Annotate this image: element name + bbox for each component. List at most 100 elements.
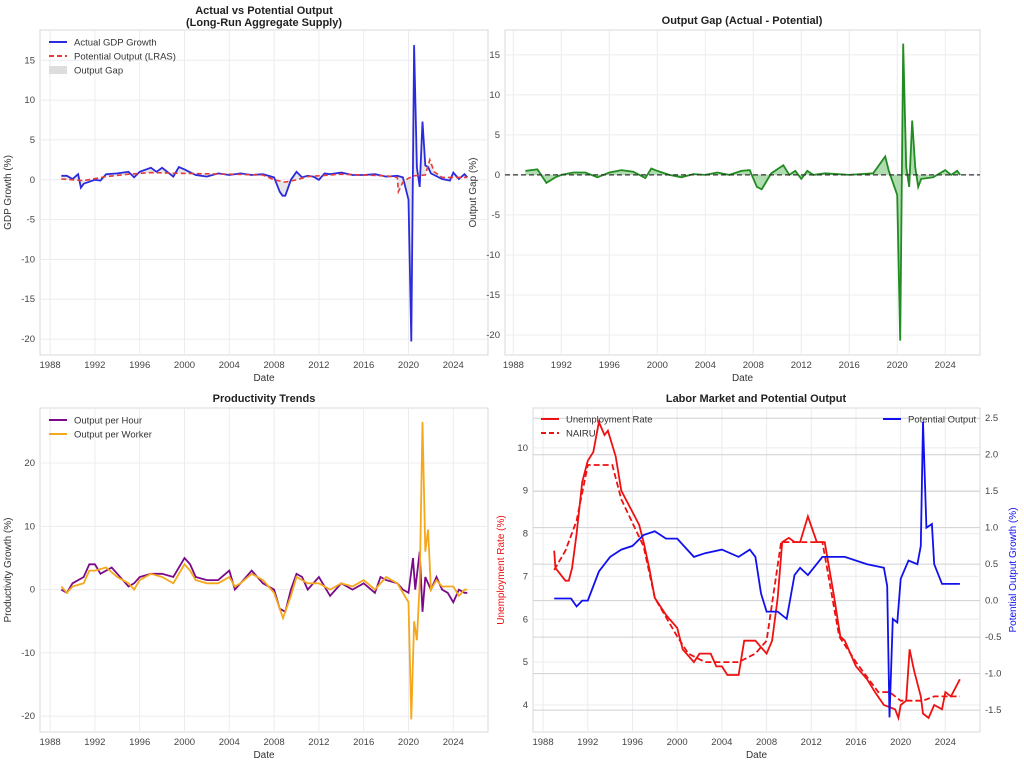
x-tick-label: 2004 bbox=[219, 360, 240, 371]
series-line-potential-output bbox=[554, 421, 960, 718]
y-tick-label: 5 bbox=[523, 657, 528, 668]
x-tick-label: 2016 bbox=[353, 360, 374, 371]
x-tick-label: 2000 bbox=[667, 737, 688, 748]
x-tick-label: 2012 bbox=[308, 737, 329, 748]
y-axis-label: Output Gap (%) bbox=[468, 157, 479, 227]
series-line-output-per-worker bbox=[60, 421, 468, 720]
x-tick-label: 2008 bbox=[756, 737, 777, 748]
x-tick-label: 2012 bbox=[801, 737, 822, 748]
legend-label: Output Gap bbox=[74, 66, 123, 77]
right-y-axis-label: Potential Output Growth (%) bbox=[1008, 507, 1019, 632]
right-y-tick-label: 2.0 bbox=[985, 450, 998, 461]
x-tick-label: 2020 bbox=[890, 737, 911, 748]
x-tick-label: 1988 bbox=[40, 360, 61, 371]
x-tick-label: 2004 bbox=[695, 360, 716, 371]
x-axis-label: Date bbox=[253, 750, 275, 761]
y-tick-label: 0 bbox=[495, 170, 500, 181]
legend-label: Potential Output bbox=[908, 415, 976, 426]
y-tick-label: -20 bbox=[486, 330, 500, 341]
series-line-unemployment-rate bbox=[553, 419, 961, 722]
y-tick-label: -10 bbox=[486, 250, 500, 261]
x-tick-label: 1992 bbox=[551, 360, 572, 371]
x-tick-label: 2012 bbox=[308, 360, 329, 371]
x-axis-label: Date bbox=[746, 750, 768, 761]
x-tick-label: 2020 bbox=[398, 360, 419, 371]
x-tick-label: 1996 bbox=[622, 737, 643, 748]
y-tick-label: 7 bbox=[523, 571, 528, 582]
legend-label: Potential Output (LRAS) bbox=[74, 52, 176, 63]
y-axis-label: Productivity Growth (%) bbox=[3, 517, 14, 622]
right-y-tick-label: -1.5 bbox=[985, 705, 1001, 716]
legend-swatch bbox=[49, 66, 67, 74]
x-tick-label: 2020 bbox=[398, 737, 419, 748]
x-tick-label: 2004 bbox=[219, 737, 240, 748]
series-line-nairu bbox=[553, 464, 960, 702]
right-y-tick-label: 2.5 bbox=[985, 413, 998, 424]
y-tick-label: 10 bbox=[489, 90, 500, 101]
right-y-tick-label: 0.5 bbox=[985, 559, 998, 570]
right-y-tick-label: 0.0 bbox=[985, 596, 998, 607]
y-tick-label: 0 bbox=[30, 175, 35, 186]
x-tick-label: 1996 bbox=[599, 360, 620, 371]
legend-label: Unemployment Rate bbox=[566, 415, 653, 426]
series-line-output-gap bbox=[525, 43, 961, 341]
y-tick-label: 10 bbox=[517, 443, 528, 454]
x-tick-label: 2004 bbox=[711, 737, 732, 748]
legend-label: NAIRU bbox=[566, 429, 596, 440]
y-axis-label: Unemployment Rate (%) bbox=[496, 515, 507, 624]
x-tick-label: 2016 bbox=[353, 737, 374, 748]
y-tick-label: -10 bbox=[21, 254, 35, 265]
x-tick-label: 2000 bbox=[174, 360, 195, 371]
x-axis-label: Date bbox=[253, 373, 275, 384]
y-tick-label: 5 bbox=[30, 135, 35, 146]
chart-title-output-gap: Output Gap (Actual - Potential) bbox=[662, 15, 823, 27]
right-y-tick-label: 1.5 bbox=[985, 486, 998, 497]
y-tick-label: -15 bbox=[21, 294, 35, 305]
x-tick-label: 2024 bbox=[935, 737, 956, 748]
legend-label: Output per Hour bbox=[74, 416, 142, 427]
plot-area bbox=[504, 29, 981, 356]
y-tick-label: 15 bbox=[24, 55, 35, 66]
right-y-tick-label: 1.0 bbox=[985, 523, 998, 534]
right-y-tick-label: -1.0 bbox=[985, 669, 1001, 680]
legend-label: Output per Worker bbox=[74, 430, 152, 441]
y-tick-label: -5 bbox=[27, 215, 35, 226]
chart-title-labor-market: Labor Market and Potential Output bbox=[666, 393, 847, 405]
y-tick-label: 20 bbox=[24, 458, 35, 469]
y-tick-label: 6 bbox=[523, 614, 528, 625]
x-tick-label: 2008 bbox=[743, 360, 764, 371]
x-tick-label: 1996 bbox=[129, 737, 150, 748]
x-tick-label: 2016 bbox=[839, 360, 860, 371]
x-tick-label: 2008 bbox=[264, 360, 285, 371]
y-tick-label: -15 bbox=[486, 290, 500, 301]
x-tick-label: 2000 bbox=[647, 360, 668, 371]
y-tick-label: -10 bbox=[21, 648, 35, 659]
x-tick-label: 1992 bbox=[84, 360, 105, 371]
chart-title-productivity: Productivity Trends bbox=[213, 393, 316, 405]
x-tick-label: 1992 bbox=[577, 737, 598, 748]
series-line-output-per-hour bbox=[60, 551, 468, 614]
y-tick-label: 9 bbox=[523, 486, 528, 497]
series-line-potential-output bbox=[61, 157, 468, 195]
legend-label: Actual GDP Growth bbox=[74, 38, 157, 49]
plot-area bbox=[39, 29, 489, 356]
x-tick-label: 2016 bbox=[845, 737, 866, 748]
y-tick-label: 8 bbox=[523, 529, 528, 540]
y-tick-label: -20 bbox=[21, 711, 35, 722]
y-tick-label: 0 bbox=[30, 585, 35, 596]
y-tick-label: 10 bbox=[24, 95, 35, 106]
x-tick-label: 1988 bbox=[40, 737, 61, 748]
y-tick-label: 15 bbox=[489, 50, 500, 61]
chart-title-actual-vs-potential: Actual vs Potential Output bbox=[195, 5, 333, 17]
x-tick-label: 2024 bbox=[443, 360, 464, 371]
x-tick-label: 1992 bbox=[84, 737, 105, 748]
right-y-tick-label: -0.5 bbox=[985, 632, 1001, 643]
y-tick-label: 4 bbox=[523, 700, 528, 711]
x-tick-label: 2024 bbox=[935, 360, 956, 371]
y-tick-label: -5 bbox=[492, 210, 500, 221]
x-tick-label: 2024 bbox=[443, 737, 464, 748]
x-tick-label: 2020 bbox=[887, 360, 908, 371]
x-axis-label: Date bbox=[732, 373, 754, 384]
x-tick-label: 2000 bbox=[174, 737, 195, 748]
y-tick-label: 5 bbox=[495, 130, 500, 141]
